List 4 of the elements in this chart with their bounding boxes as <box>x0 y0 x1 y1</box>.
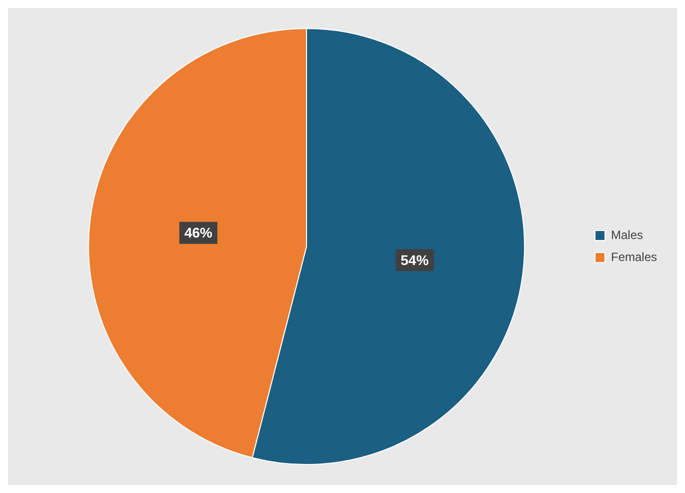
legend-label: Males <box>610 228 643 242</box>
data-label: 54% <box>400 252 430 268</box>
data-label: 46% <box>184 224 213 241</box>
legend-label: Females <box>610 250 657 264</box>
